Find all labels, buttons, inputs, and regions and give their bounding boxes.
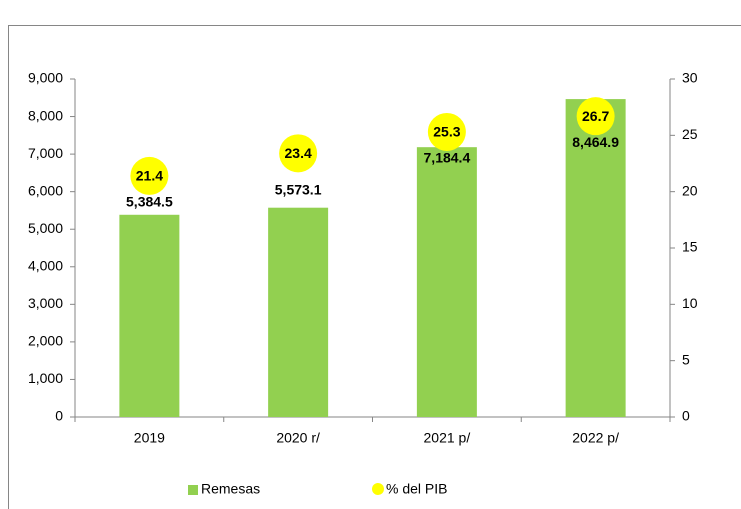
bar-label: 7,184.4 xyxy=(424,150,471,166)
y-tick-label: 5,000 xyxy=(28,220,63,236)
bar xyxy=(565,99,626,417)
y-tick-label: 3,000 xyxy=(28,295,63,311)
bar-label: 8,464.9 xyxy=(572,134,619,150)
pib-label: 21.4 xyxy=(136,168,163,184)
y-tick-label: 4,000 xyxy=(28,257,63,273)
x-tick-label: 2021 p/ xyxy=(424,430,471,446)
y2-tick-label: 20 xyxy=(682,182,698,198)
x-tick-label: 2020 r/ xyxy=(276,430,320,446)
pib-point xyxy=(427,112,466,151)
y2-tick-label: 25 xyxy=(682,126,698,142)
pib-label: 26.7 xyxy=(582,108,609,124)
y-tick-label: 6,000 xyxy=(28,182,63,198)
y2-tick-label: 0 xyxy=(682,408,690,424)
y-tick-label: 0 xyxy=(55,408,63,424)
pib-point xyxy=(279,134,318,173)
legend-swatch xyxy=(372,483,384,495)
y-tick-label: 2,000 xyxy=(28,333,63,349)
x-tick-label: 2019 xyxy=(134,430,165,446)
y2-tick-label: 15 xyxy=(682,239,698,255)
bar-label: 5,384.5 xyxy=(126,194,173,210)
pib-point xyxy=(576,97,615,136)
x-tick-label: 2022 p/ xyxy=(572,430,619,446)
legend-swatch xyxy=(188,485,198,495)
bar xyxy=(416,147,477,418)
pib-point xyxy=(130,156,169,195)
bar xyxy=(119,214,180,417)
y-tick-label: 8,000 xyxy=(28,107,63,123)
legend-label: Remesas xyxy=(201,481,260,497)
y-tick-label: 9,000 xyxy=(28,70,63,86)
bar xyxy=(268,207,329,417)
y2-tick-label: 30 xyxy=(682,70,698,86)
pib-label: 23.4 xyxy=(285,145,312,161)
y-tick-label: 1,000 xyxy=(28,370,63,386)
y-tick-label: 7,000 xyxy=(28,145,63,161)
legend-label: % del PIB xyxy=(386,481,447,497)
chart-border xyxy=(8,25,741,509)
y2-tick-label: 10 xyxy=(682,295,698,311)
y2-tick-label: 5 xyxy=(682,351,690,367)
pib-label: 25.3 xyxy=(433,124,460,140)
bar-label: 5,573.1 xyxy=(275,181,322,197)
